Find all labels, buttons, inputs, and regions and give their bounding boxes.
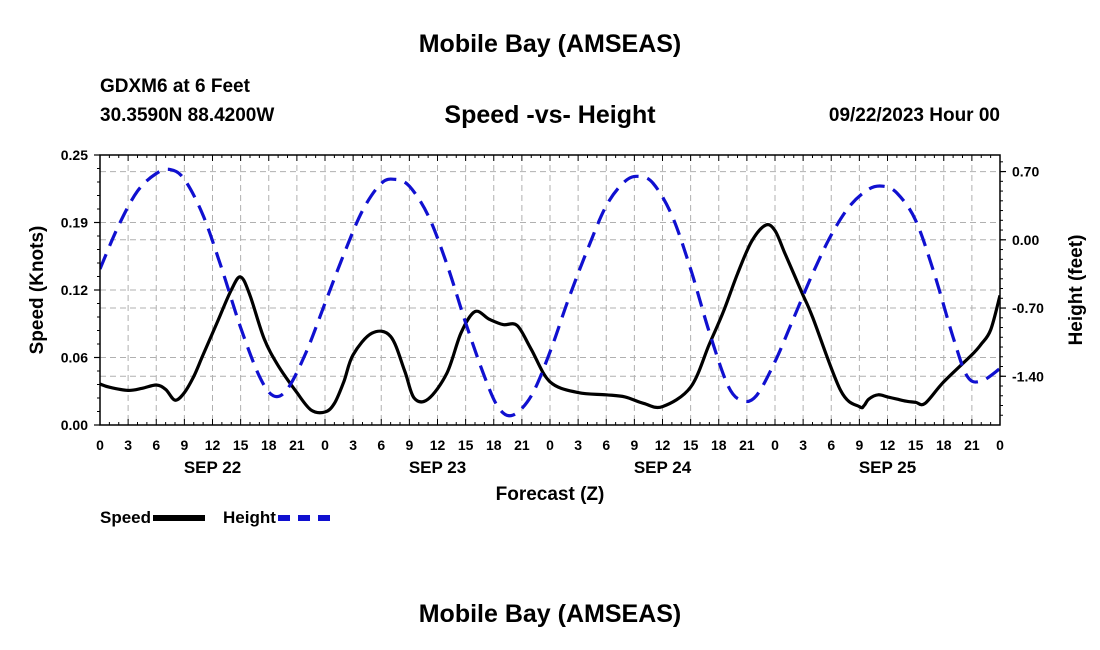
day-label: SEP 25 [859,458,916,477]
legend-item-height: Height [223,508,330,528]
day-label: SEP 24 [634,458,692,477]
footer-title: Mobile Bay (AMSEAS) [418,600,682,628]
y-left-tick-label: 0.06 [61,350,88,366]
x-tick-label: 18 [711,437,727,453]
x-tick-label: 15 [458,437,474,453]
y-right-axis-title: Height (feet) [1066,235,1087,346]
y-left-axis-title: Speed (Knots) [27,226,48,355]
x-tick-label: 3 [574,437,582,453]
x-tick-label: 0 [96,437,104,453]
legend-speed-swatch [153,515,206,521]
x-tick-label: 6 [377,437,385,453]
x-tick-label: 0 [321,437,329,453]
speed-series-line [100,223,1000,415]
x-tick-label: 21 [514,437,530,453]
chart-title: Speed -vs- Height [444,101,656,129]
station-label: GDXM6 at 6 Feet [100,76,250,97]
x-tick-label: 9 [180,437,188,453]
legend-height-swatch [277,515,330,521]
x-tick-label: 18 [936,437,952,453]
x-tick-label: 12 [880,437,896,453]
x-tick-label: 12 [205,437,221,453]
legend: Speed Height [100,508,348,528]
x-tick-label: 0 [996,437,1004,453]
x-tick-label: 9 [630,437,638,453]
day-label: SEP 22 [184,458,241,477]
y-right-tick-label: -1.40 [1012,368,1044,384]
x-tick-label: 18 [486,437,502,453]
x-tick-label: 3 [799,437,807,453]
x-tick-label: 21 [739,437,755,453]
y-right-tick-label: -0.70 [1012,300,1044,316]
x-tick-label: 6 [602,437,610,453]
coordinates-label: 30.3590N 88.4200W [100,105,275,126]
x-tick-label: 15 [908,437,924,453]
day-label: SEP 23 [409,458,466,477]
x-tick-label: 9 [405,437,413,453]
y-left-tick-label: 0.19 [61,215,88,231]
x-axis-title: Forecast (Z) [496,484,605,505]
x-tick-label: 12 [655,437,671,453]
y-right-tick-label: 0.70 [1012,164,1039,180]
x-tick-label: 12 [430,437,446,453]
y-left-tick-label: 0.00 [61,417,88,433]
x-tick-label: 15 [233,437,249,453]
y-left-tick-label: 0.12 [61,282,88,298]
x-tick-label: 15 [683,437,699,453]
x-tick-label: 0 [546,437,554,453]
forecast-datetime: 09/22/2023 Hour 00 [828,105,1000,126]
x-tick-label: 18 [261,437,277,453]
height-series-line [100,167,1000,418]
legend-item-speed: Speed [100,508,206,528]
x-tick-label: 3 [124,437,132,453]
page-title: Mobile Bay (AMSEAS) [418,30,682,58]
legend-height-label: Height [223,508,276,527]
y-right-tick-label: 0.00 [1012,232,1039,248]
legend-speed-label: Speed [100,508,152,527]
x-tick-label: 21 [289,437,305,453]
x-tick-label: 6 [827,437,835,453]
x-tick-label: 9 [855,437,863,453]
x-tick-label: 3 [349,437,357,453]
x-tick-label: 21 [964,437,980,453]
y-left-tick-label: 0.25 [61,147,88,163]
x-tick-label: 0 [771,437,779,453]
x-tick-label: 6 [152,437,160,453]
